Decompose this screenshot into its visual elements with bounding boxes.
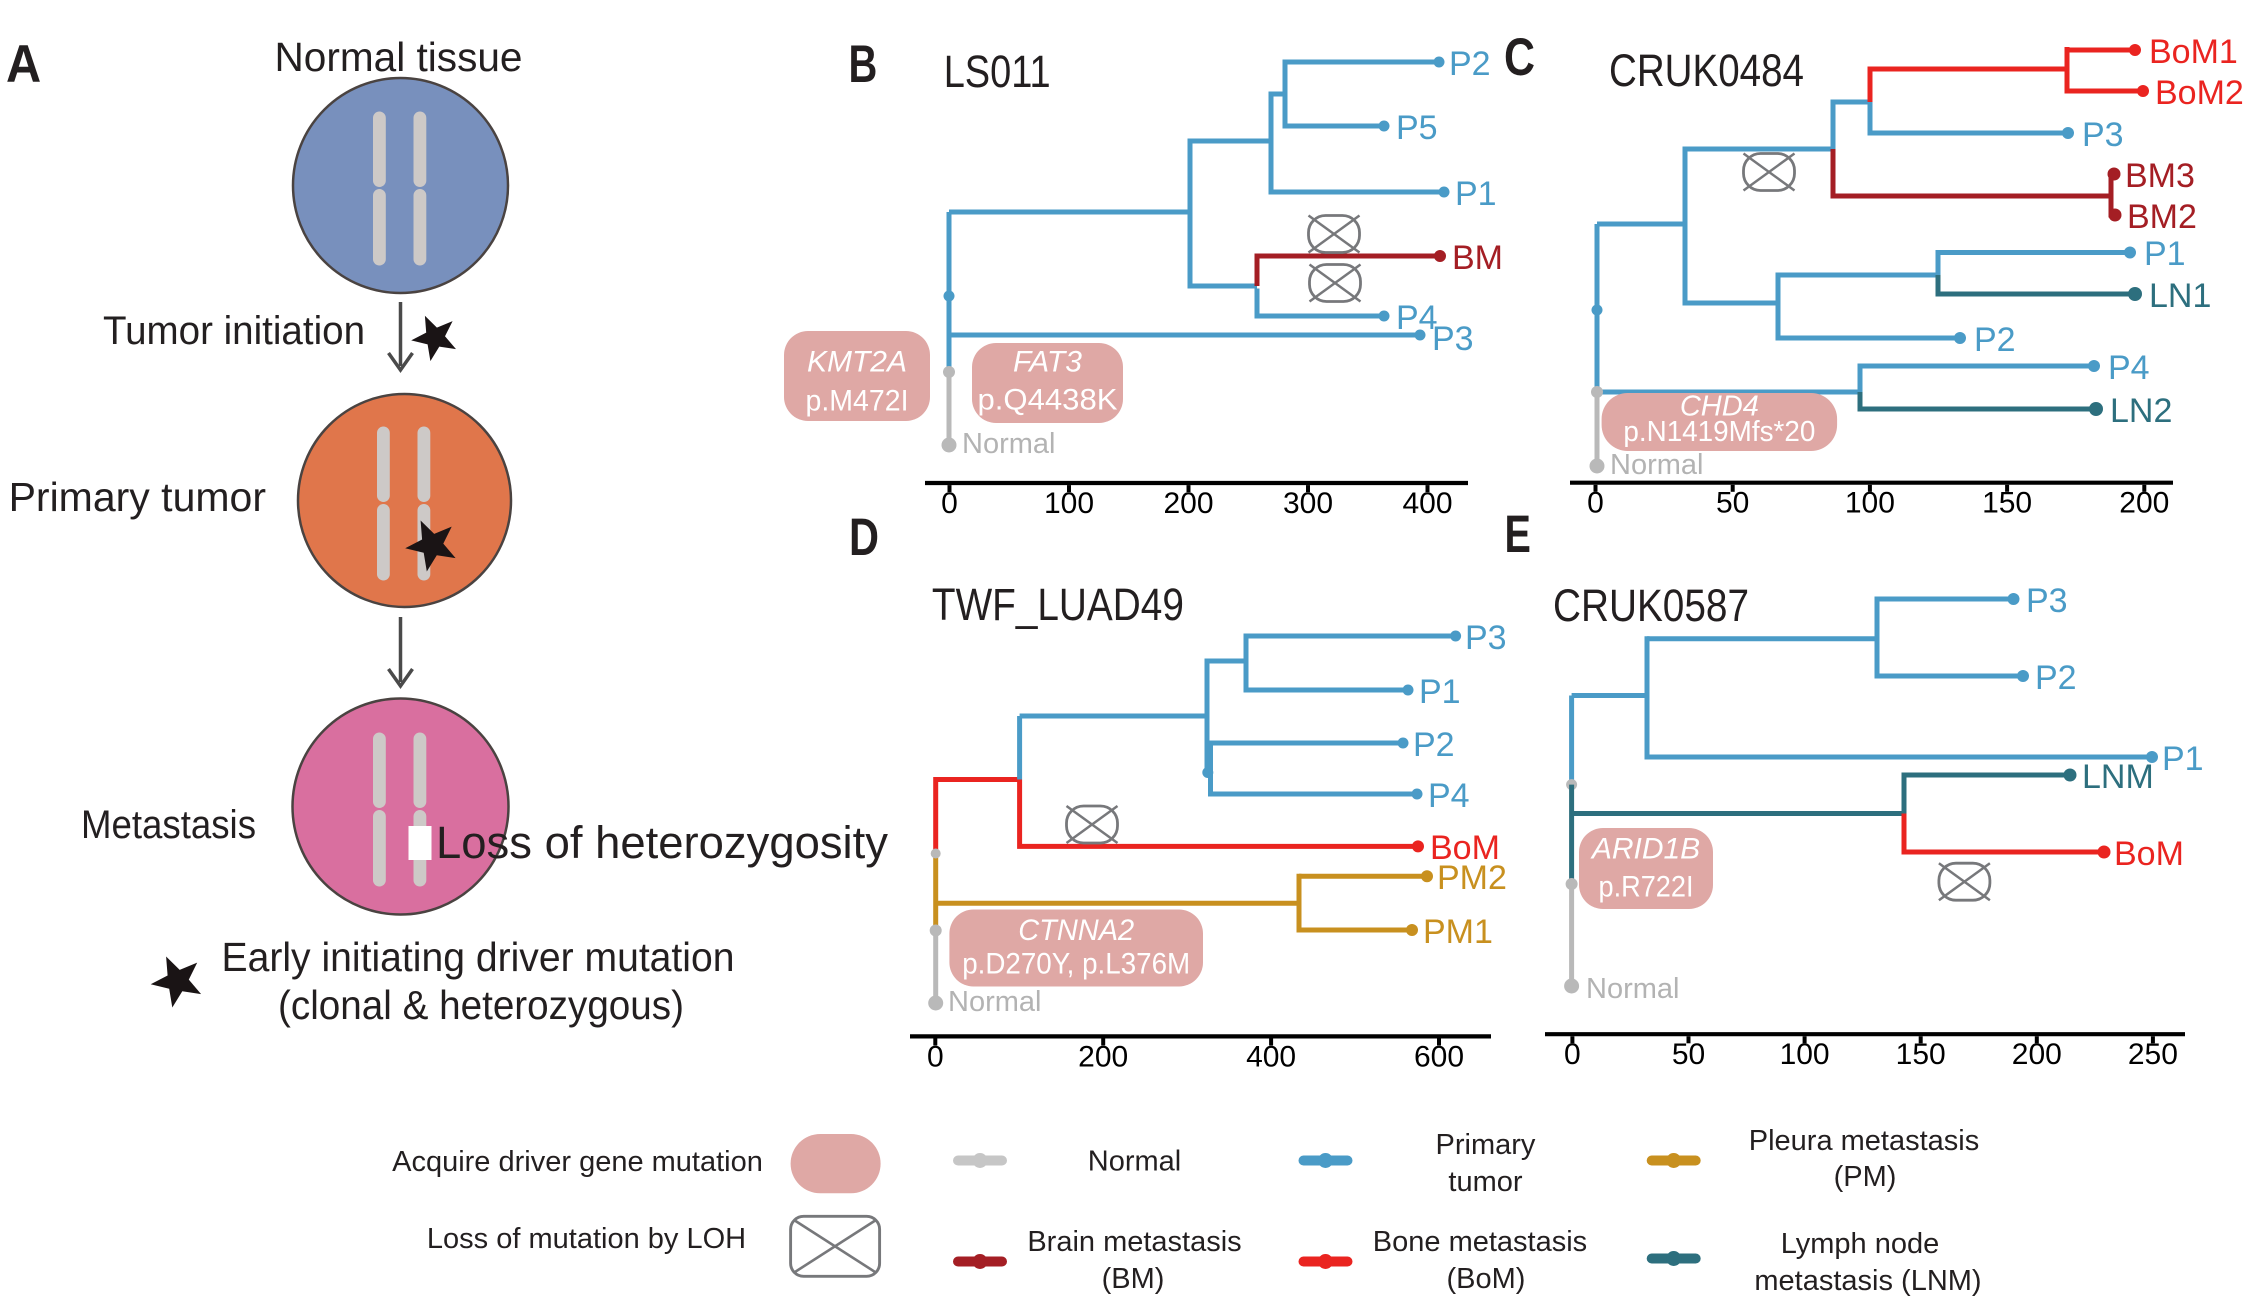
svg-text:Normal tissue: Normal tissue	[275, 34, 523, 80]
svg-text:E: E	[1505, 505, 1531, 564]
svg-text:CHD4: CHD4	[1680, 391, 1759, 423]
svg-text:0: 0	[941, 487, 958, 520]
svg-text:PM2: PM2	[1437, 859, 1507, 897]
svg-text:LN1: LN1	[2149, 277, 2211, 315]
svg-text:Loss of mutation by LOH: Loss of mutation by LOH	[427, 1223, 746, 1255]
svg-text:Early initiating driver mutati: Early initiating driver mutation	[222, 934, 735, 980]
svg-text:P3: P3	[2082, 116, 2124, 154]
svg-text:p.D270Y, p.L376M: p.D270Y, p.L376M	[962, 948, 1190, 981]
svg-text:Lymph node: Lymph node	[1781, 1228, 1940, 1260]
svg-text:LS011: LS011	[944, 46, 1051, 97]
svg-text:PM1: PM1	[1423, 913, 1493, 951]
svg-text:CRUK0484: CRUK0484	[1609, 45, 1804, 96]
svg-text:150: 150	[1982, 487, 2032, 520]
svg-text:Primary: Primary	[1436, 1129, 1536, 1161]
svg-text:P1: P1	[1455, 175, 1497, 213]
svg-text:P4: P4	[1396, 299, 1438, 337]
svg-text:C: C	[1504, 28, 1535, 87]
svg-text:50: 50	[1672, 1038, 1705, 1071]
svg-text:50: 50	[1716, 487, 1749, 520]
svg-text:Normal: Normal	[962, 428, 1055, 460]
svg-text:P4: P4	[1428, 777, 1470, 815]
svg-text:Normal: Normal	[1586, 973, 1679, 1005]
svg-text:200: 200	[1078, 1040, 1128, 1073]
svg-text:BoM: BoM	[2114, 835, 2184, 873]
svg-text:P2: P2	[2035, 659, 2077, 697]
svg-text:CTNNA2: CTNNA2	[1018, 914, 1134, 947]
svg-text:Loss of heterozygosity: Loss of heterozygosity	[436, 817, 888, 868]
svg-text:P3: P3	[2026, 582, 2068, 620]
svg-text:LN2: LN2	[2110, 392, 2172, 430]
svg-text:P1: P1	[1419, 673, 1461, 711]
svg-text:p.M472I: p.M472I	[806, 385, 909, 418]
svg-text:ARID1B: ARID1B	[1590, 833, 1700, 866]
svg-text:200: 200	[2012, 1038, 2062, 1071]
svg-text:(PM): (PM)	[1834, 1161, 1897, 1193]
svg-text:FAT3: FAT3	[1013, 346, 1082, 379]
svg-text:200: 200	[2119, 487, 2169, 520]
svg-text:(clonal & heterozygous): (clonal & heterozygous)	[278, 982, 684, 1028]
svg-text:P2: P2	[1413, 726, 1455, 764]
svg-text:KMT2A: KMT2A	[807, 346, 907, 379]
svg-text:Normal: Normal	[948, 986, 1041, 1018]
svg-text:600: 600	[1414, 1040, 1464, 1073]
svg-text:150: 150	[1896, 1038, 1946, 1071]
svg-text:P1: P1	[2162, 740, 2204, 778]
svg-text:P4: P4	[2108, 349, 2150, 387]
svg-text:BM: BM	[1452, 239, 1503, 277]
svg-text:B: B	[849, 35, 878, 94]
svg-text:BM2: BM2	[2127, 198, 2197, 236]
svg-text:400: 400	[1402, 487, 1452, 520]
svg-text:tumor: tumor	[1448, 1166, 1522, 1198]
svg-text:P2: P2	[1449, 45, 1491, 83]
svg-text:BM3: BM3	[2125, 157, 2195, 195]
svg-text:P3: P3	[1465, 619, 1507, 657]
svg-text:LNM: LNM	[2082, 758, 2154, 796]
svg-text:Brain metastasis: Brain metastasis	[1027, 1226, 1241, 1258]
svg-text:300: 300	[1283, 487, 1333, 520]
svg-text:(BoM): (BoM)	[1447, 1263, 1526, 1295]
svg-text:250: 250	[2128, 1038, 2178, 1071]
svg-text:BoM2: BoM2	[2155, 74, 2244, 112]
svg-text:BoM: BoM	[1430, 829, 1500, 867]
svg-text:100: 100	[1780, 1038, 1830, 1071]
svg-text:200: 200	[1163, 487, 1213, 520]
svg-text:P1: P1	[2144, 235, 2186, 273]
svg-text:p.N1419Mfs*20: p.N1419Mfs*20	[1623, 416, 1815, 448]
svg-text:Normal: Normal	[1610, 449, 1703, 481]
svg-text:0: 0	[927, 1040, 944, 1073]
svg-text:400: 400	[1246, 1040, 1296, 1073]
svg-text:Acquire driver gene mutation: Acquire driver gene mutation	[392, 1146, 763, 1178]
svg-text:p.R722I: p.R722I	[1599, 871, 1694, 904]
svg-text:Bone metastasis: Bone metastasis	[1373, 1226, 1587, 1258]
svg-text:(BM): (BM)	[1102, 1263, 1165, 1295]
svg-text:P2: P2	[1974, 321, 2016, 359]
svg-text:Primary tumor: Primary tumor	[9, 474, 266, 520]
svg-text:0: 0	[1587, 487, 1604, 520]
svg-text:0: 0	[1564, 1038, 1581, 1071]
svg-text:Normal: Normal	[1088, 1146, 1181, 1178]
svg-text:A: A	[6, 35, 41, 94]
svg-text:Metastasis: Metastasis	[81, 803, 256, 847]
svg-text:CRUK0587: CRUK0587	[1553, 580, 1749, 631]
svg-text:Tumor initiation: Tumor initiation	[103, 309, 365, 353]
svg-text:100: 100	[1044, 487, 1094, 520]
svg-text:P3: P3	[1432, 320, 1474, 358]
svg-text:p.Q4438K: p.Q4438K	[978, 384, 1118, 417]
svg-text:metastasis (LNM): metastasis (LNM)	[1754, 1265, 1981, 1297]
svg-text:BoM1: BoM1	[2149, 33, 2238, 71]
svg-text:TWF_LUAD49: TWF_LUAD49	[932, 579, 1184, 630]
svg-text:Pleura metastasis: Pleura metastasis	[1749, 1125, 1980, 1157]
svg-text:P5: P5	[1396, 109, 1438, 147]
svg-text:100: 100	[1845, 487, 1895, 520]
svg-text:D: D	[849, 508, 879, 567]
